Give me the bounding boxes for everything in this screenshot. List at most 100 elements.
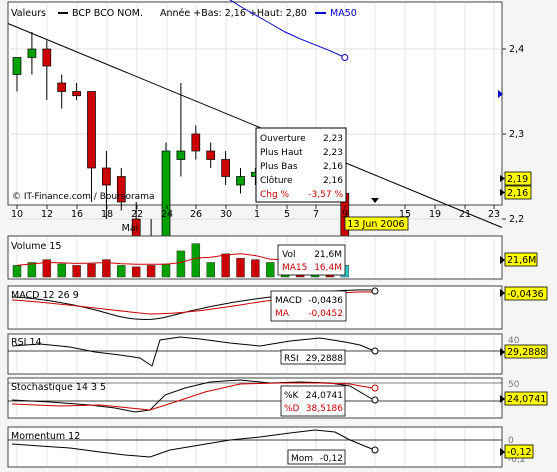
macd-info-box <box>270 290 347 322</box>
momentum-tick-0: 0 <box>508 436 514 446</box>
candle-body <box>12 57 22 75</box>
tooltip-chg-value: -3,57 % <box>308 190 343 200</box>
y-tick-label: 2,3 <box>509 129 524 140</box>
volume-ma-label: MA15 <box>282 263 307 273</box>
x-tick-label: 22 <box>131 209 143 220</box>
tooltip-low-label: Plus Bas <box>260 162 298 172</box>
volume-bar <box>161 263 171 278</box>
rsi-label: RSI <box>284 354 299 364</box>
stoch-tick-50: 50 <box>508 380 520 390</box>
x-tick-label: 9 <box>342 209 348 220</box>
price-tag-high-text: 2,19 <box>507 174 528 185</box>
rsi-tick-40: 40 <box>508 336 520 346</box>
macd-end-marker <box>371 287 379 295</box>
x-tick-label: 18 <box>101 209 113 220</box>
rsi-tag-text: 29,2888 <box>507 347 546 358</box>
y-tick-label: 2,4 <box>509 44 524 55</box>
x-tick-label: 15 <box>399 209 411 220</box>
tooltip-chg-label: Chg % <box>260 190 290 200</box>
volume-bar <box>117 265 126 278</box>
momentum-value: -0,12 <box>320 454 343 464</box>
candle-body <box>116 176 126 203</box>
date-highlight-text: 13 Jun 2006 <box>347 219 404 230</box>
volume-tag-text: 21,6M <box>507 255 536 266</box>
candle-body <box>102 167 111 186</box>
price-tag-high-pointer-icon <box>500 175 505 182</box>
volume-bar <box>87 263 96 278</box>
tooltip-high-value: 2,23 <box>323 148 343 158</box>
candle-body <box>236 176 245 186</box>
macd-label: MACD <box>275 296 302 306</box>
tooltip-open-value: 2,23 <box>323 134 343 144</box>
momentum-tag-box <box>504 444 534 459</box>
macd-tag-box <box>504 286 548 301</box>
momentum-tag-pointer-icon <box>500 448 505 456</box>
price-tag-low-text: 2,16 <box>507 188 528 199</box>
rsi-line <box>11 336 373 367</box>
candle-body <box>161 150 171 245</box>
momentum-line <box>11 429 373 458</box>
macd-tag-pointer-icon <box>500 289 505 297</box>
trendline <box>7 23 503 228</box>
volume-bar <box>251 259 260 278</box>
stoch-k-value: 24,0741 <box>306 391 343 401</box>
price-tag-high: 2,19 <box>500 171 532 186</box>
volume-bar <box>57 263 66 278</box>
volume-bar <box>12 265 22 278</box>
rsi-tag-box <box>504 344 548 359</box>
momentum-title: Momentum 12 <box>11 431 80 442</box>
x-tick-label: 5 <box>284 209 290 220</box>
volume-tag-box <box>504 252 538 267</box>
volume-bar <box>42 259 52 278</box>
candle-body <box>27 48 37 58</box>
rsi-end-marker <box>371 347 379 355</box>
ma50-line <box>229 0 349 61</box>
date-highlight-box <box>344 216 409 231</box>
macd-panel <box>7 285 503 330</box>
volume-title: Volume 15 <box>11 241 61 252</box>
momentum-label: Mom <box>291 454 313 464</box>
volume-bar <box>102 259 111 278</box>
volume-bar <box>191 243 201 278</box>
last-point-marker-icon <box>371 198 379 203</box>
tooltip-low-value: 2,16 <box>323 162 343 172</box>
stoch-d-value: 38,5186 <box>306 404 343 414</box>
rsi-panel <box>7 333 503 375</box>
x-tick-label: 1 <box>254 209 260 220</box>
macd-grid <box>16 287 495 328</box>
x-tick-label: 16 <box>71 209 83 220</box>
x-tick-label: 21 <box>459 209 471 220</box>
volume-bar <box>266 262 275 278</box>
volume-tag-pointer-icon <box>500 256 505 264</box>
momentum-grid <box>16 428 495 466</box>
volume-info-box <box>277 244 346 276</box>
date-highlight: 13 Jun 2006 <box>344 216 409 231</box>
volume-bar <box>206 262 215 278</box>
candle-body <box>206 150 216 160</box>
candle-body <box>42 48 52 67</box>
candle-body <box>72 91 81 97</box>
volume-bar <box>236 257 245 278</box>
volume-ma-value: 16,4M <box>314 263 342 273</box>
x-tick-label: 12 <box>41 209 53 220</box>
x-tick-label: 10 <box>11 209 23 220</box>
tooltip-open-label: Ouverture <box>260 134 306 144</box>
stoch-tag-box <box>504 391 548 406</box>
volume-bar <box>72 265 81 278</box>
x-axis: 10 12 16 18 22 24 26 30 1 5 7 9 15 19 21 23 <box>11 205 500 220</box>
candle-body <box>191 133 201 152</box>
macd-tag-text: -0,0436 <box>507 289 544 300</box>
tooltip-close-label: Clôture <box>260 175 293 186</box>
candle-body <box>221 159 230 177</box>
stoch-k-label: %K <box>284 391 300 401</box>
momentum-info-box <box>287 449 346 465</box>
candle-body <box>57 82 67 92</box>
month-label: Mai <box>122 223 139 234</box>
stoch-tag-pointer-icon <box>500 395 505 403</box>
volume-vol-value: 21,6M <box>314 250 342 260</box>
tooltip-high-label: Plus Haut <box>260 148 303 158</box>
macd-ma-value: -0,0452 <box>308 309 343 319</box>
volume-vol-label: Vol <box>282 250 295 260</box>
ohlc-tooltip: Ouverture 2,23 Plus Haut 2,23 Plus Bas 2… <box>255 127 347 203</box>
x-tick-label: 7 <box>313 209 319 220</box>
